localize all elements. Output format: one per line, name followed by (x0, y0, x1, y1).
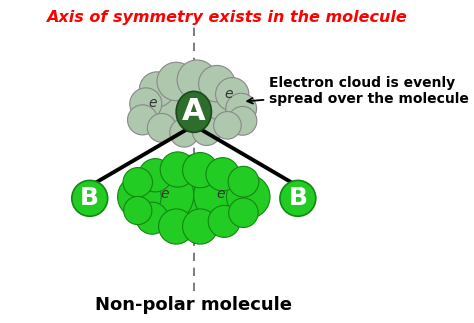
Circle shape (139, 72, 174, 107)
Text: Electron cloud is evenly
spread over the molecule: Electron cloud is evenly spread over the… (247, 76, 469, 106)
Circle shape (160, 152, 195, 187)
Circle shape (206, 158, 239, 191)
Circle shape (177, 60, 217, 100)
Circle shape (139, 159, 172, 192)
Circle shape (182, 152, 218, 188)
Text: e: e (161, 187, 169, 202)
Circle shape (191, 87, 237, 133)
Circle shape (118, 175, 161, 218)
Circle shape (136, 202, 168, 234)
Circle shape (194, 166, 251, 224)
Circle shape (228, 166, 259, 197)
Text: e: e (148, 96, 156, 110)
Circle shape (192, 117, 221, 145)
Circle shape (130, 88, 162, 120)
Text: e: e (225, 87, 233, 101)
Circle shape (147, 113, 176, 142)
Circle shape (152, 155, 236, 238)
Text: Axis of symmetry exists in the molecule: Axis of symmetry exists in the molecule (46, 10, 407, 25)
Circle shape (228, 198, 258, 227)
Circle shape (182, 209, 218, 244)
Circle shape (208, 205, 240, 237)
Circle shape (159, 209, 194, 244)
Circle shape (128, 105, 158, 135)
Circle shape (214, 111, 241, 139)
Circle shape (280, 180, 316, 216)
Ellipse shape (176, 91, 211, 132)
Circle shape (150, 87, 196, 133)
Circle shape (123, 168, 153, 197)
Circle shape (226, 93, 256, 124)
Circle shape (199, 66, 235, 102)
Circle shape (216, 78, 249, 111)
Circle shape (157, 62, 195, 101)
Text: Non-polar molecule: Non-polar molecule (95, 296, 292, 314)
Text: A: A (182, 97, 206, 126)
Circle shape (228, 106, 257, 135)
Circle shape (136, 166, 194, 224)
Circle shape (72, 180, 108, 216)
Text: B: B (288, 186, 307, 210)
Circle shape (227, 175, 270, 218)
Circle shape (124, 196, 152, 224)
Text: e: e (217, 187, 225, 202)
Circle shape (160, 73, 228, 141)
Text: B: B (80, 186, 99, 210)
Circle shape (170, 118, 199, 147)
